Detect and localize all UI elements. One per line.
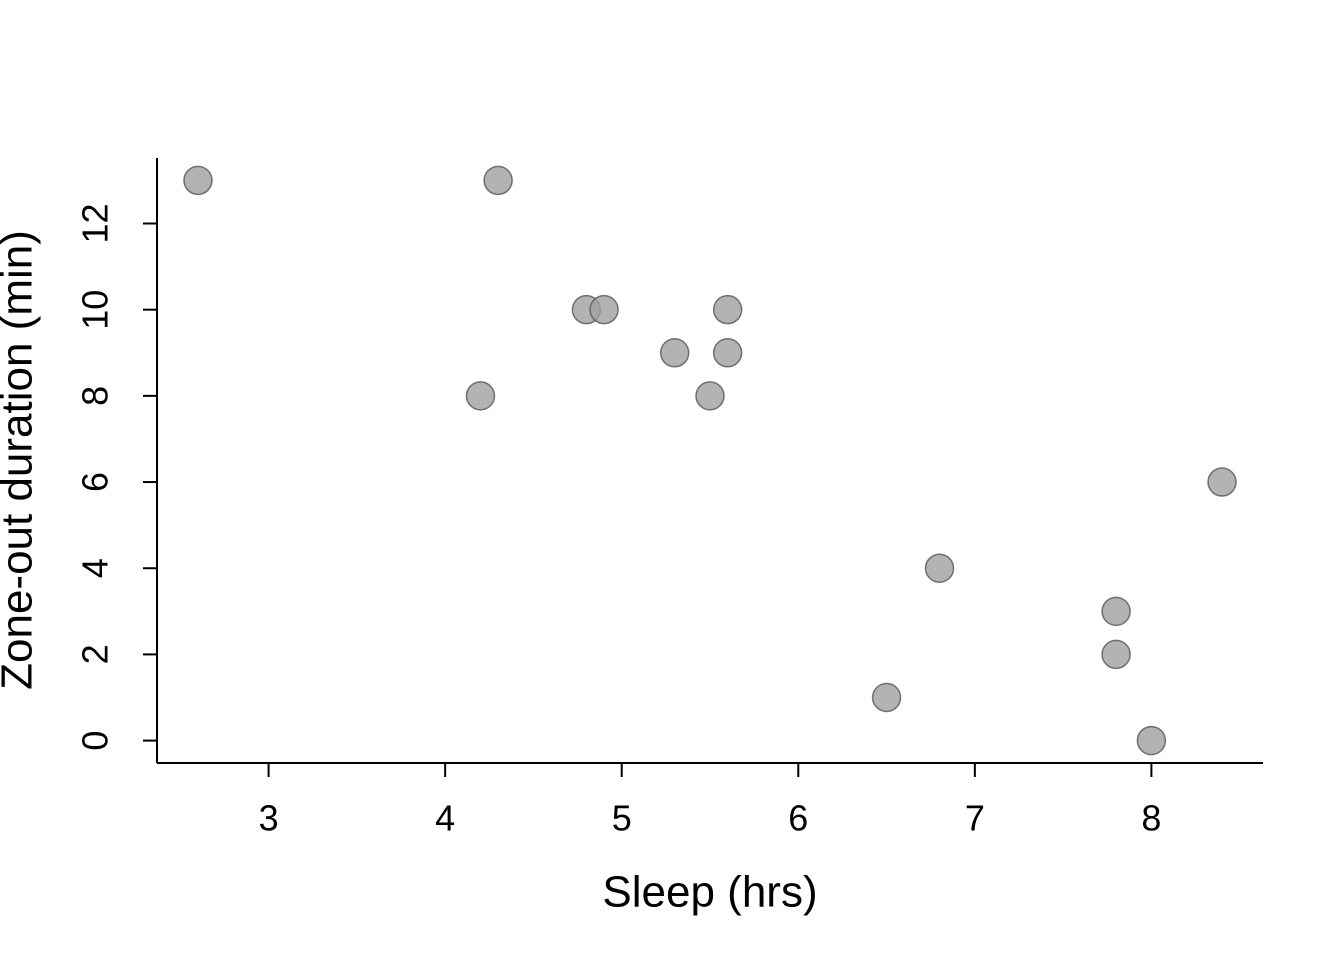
y-tick-label: 0 (75, 731, 116, 751)
point (659, 338, 690, 368)
point (712, 338, 743, 368)
point (589, 294, 619, 325)
point (712, 294, 743, 325)
x-tick-label: 6 (788, 798, 808, 839)
y-axis-label: Zone-out duration (min) (0, 230, 42, 690)
x-axis-label: Sleep (hrs) (602, 868, 817, 917)
y-tick-label: 2 (75, 644, 116, 664)
point (695, 381, 725, 411)
y-tick-label: 8 (75, 386, 116, 406)
point (924, 553, 955, 583)
point (1101, 596, 1131, 627)
point (183, 165, 213, 196)
y-tick-label: 4 (75, 558, 116, 578)
y-tick-label: 10 (75, 290, 116, 330)
x-tick-label: 7 (965, 798, 985, 839)
y-tick-label: 6 (75, 472, 116, 492)
point (1101, 639, 1131, 670)
y-tick-label: 12 (75, 203, 116, 243)
point (483, 165, 513, 196)
point (871, 682, 902, 713)
point (465, 381, 496, 411)
point (1207, 467, 1237, 497)
x-tick-label: 3 (259, 798, 279, 839)
point (1136, 725, 1167, 756)
x-tick-label: 4 (435, 798, 455, 839)
x-tick-label: 8 (1141, 798, 1161, 839)
x-tick-label: 5 (612, 798, 632, 839)
